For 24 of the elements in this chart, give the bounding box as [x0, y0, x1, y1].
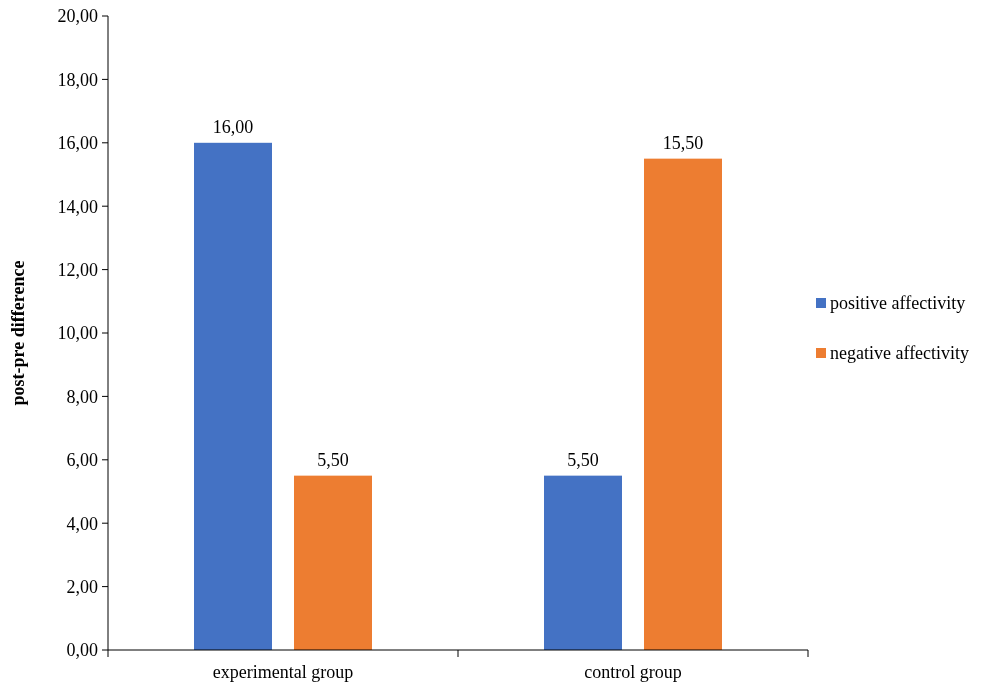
y-tick-label: 8,00: [66, 386, 98, 407]
y-tick-label: 16,00: [57, 133, 98, 154]
y-tick-label: 2,00: [66, 576, 98, 597]
legend-label: negative affectivity: [830, 343, 970, 364]
data-label: 15,50: [662, 132, 704, 153]
bar: [194, 142, 272, 650]
data-label: 16,00: [212, 116, 254, 137]
y-tick-label: 12,00: [57, 259, 98, 280]
y-axis-title: post-pre difference: [8, 260, 28, 406]
bar: [544, 475, 622, 650]
bar: [644, 158, 722, 650]
y-tick-label: 10,00: [57, 323, 98, 344]
legend-label: positive affectivity: [830, 293, 966, 314]
y-tick-label: 4,00: [66, 513, 98, 534]
bar: [294, 475, 372, 650]
x-tick-label: control group: [584, 662, 682, 682]
y-tick-label: 18,00: [57, 69, 98, 90]
data-label: 5,50: [317, 449, 349, 470]
y-tick-label: 14,00: [57, 196, 98, 217]
x-tick-label: experimental group: [212, 662, 354, 682]
data-label: 5,50: [567, 449, 599, 470]
y-tick-label: 6,00: [66, 450, 98, 471]
y-tick-label: 20,00: [57, 6, 98, 27]
y-tick-label: 0,00: [66, 640, 98, 661]
